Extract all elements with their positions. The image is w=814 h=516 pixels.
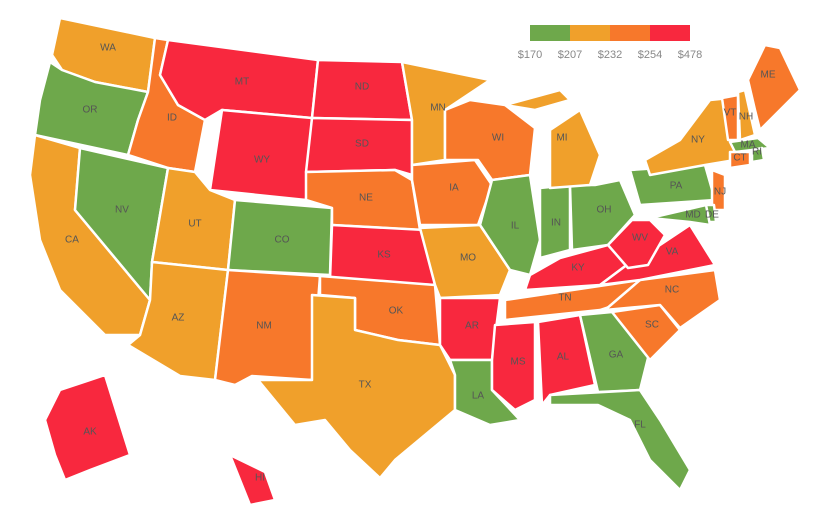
state-labels: WA OR CA NV ID MT WY UT CO AZ NM ND SD NE KS OK TX MN IA MO… <box>65 43 776 484</box>
state-label: NY <box>691 135 705 146</box>
state-label: OH <box>597 205 612 216</box>
legend-swatch <box>650 25 690 41</box>
state-label: KS <box>377 250 391 261</box>
state-label: MT <box>235 77 249 88</box>
state-label: MA <box>741 140 756 151</box>
state-label: AZ <box>172 313 185 324</box>
state-label: FL <box>634 420 646 431</box>
state-label: ID <box>167 113 177 124</box>
state-label: WY <box>254 155 270 166</box>
state <box>728 150 752 170</box>
state-label: AL <box>557 352 570 363</box>
state-label: NM <box>256 321 272 332</box>
state-label: LA <box>472 391 485 402</box>
state-label: WV <box>632 233 648 244</box>
legend-swatch <box>530 25 570 41</box>
state-label: WA <box>100 43 116 54</box>
state-label: TN <box>558 293 571 304</box>
state-label: MI <box>556 133 567 144</box>
state <box>548 108 602 190</box>
legend: $170 $207 $232 $254 $478 <box>518 25 702 61</box>
state-label: KY <box>571 263 585 274</box>
legend-label: $207 <box>558 49 582 61</box>
state-label: UT <box>188 219 201 230</box>
state-label: VA <box>666 247 679 258</box>
state-label: MD <box>685 210 701 221</box>
legend-label: $478 <box>678 49 702 61</box>
state-label: MN <box>430 103 446 114</box>
legend-label: $232 <box>598 49 622 61</box>
state-label: GA <box>609 350 624 361</box>
state-label: CT <box>733 153 746 164</box>
state-label: WI <box>492 133 504 144</box>
state <box>750 146 766 164</box>
state-label: AK <box>83 427 97 438</box>
state <box>710 168 727 212</box>
state-label: ME <box>761 70 776 81</box>
state-label: MO <box>460 253 476 264</box>
state-label: CO <box>275 235 290 246</box>
legend-swatch <box>610 25 650 41</box>
state <box>43 373 132 482</box>
state-label: VT <box>724 108 737 119</box>
state-label: IL <box>511 221 520 232</box>
state <box>304 116 414 177</box>
legend-swatch <box>570 25 610 41</box>
state-label: OR <box>83 105 98 116</box>
state <box>578 310 652 394</box>
state-label: IA <box>449 183 459 194</box>
state <box>643 96 737 177</box>
state <box>503 88 572 112</box>
state-label: AR <box>465 321 479 332</box>
state-label: IN <box>551 218 561 229</box>
state <box>490 320 537 412</box>
state-label: ND <box>355 82 369 93</box>
state <box>736 88 757 142</box>
state-label: NE <box>359 193 373 204</box>
state-label: CA <box>65 235 79 246</box>
state-label: NV <box>115 205 129 216</box>
state-label: MS <box>511 357 526 368</box>
state <box>536 313 597 407</box>
state-label: NH <box>739 112 753 123</box>
state <box>548 388 692 492</box>
state <box>606 218 667 270</box>
state-label: RI <box>752 147 762 158</box>
state-label: OK <box>389 306 404 317</box>
state-label: HI <box>255 473 265 484</box>
state <box>648 203 712 227</box>
state-label: NC <box>665 285 679 296</box>
state-label: SD <box>355 139 369 150</box>
state-label: NJ <box>714 187 726 198</box>
state-label: SC <box>645 320 659 331</box>
legend-label: $254 <box>638 49 662 61</box>
state-label: PA <box>670 181 683 192</box>
state-label: TX <box>359 380 372 391</box>
state <box>228 453 277 507</box>
state <box>746 43 802 132</box>
legend-label: $170 <box>518 49 542 61</box>
state <box>256 293 457 480</box>
states <box>28 16 802 507</box>
state-label: DE <box>705 210 719 221</box>
